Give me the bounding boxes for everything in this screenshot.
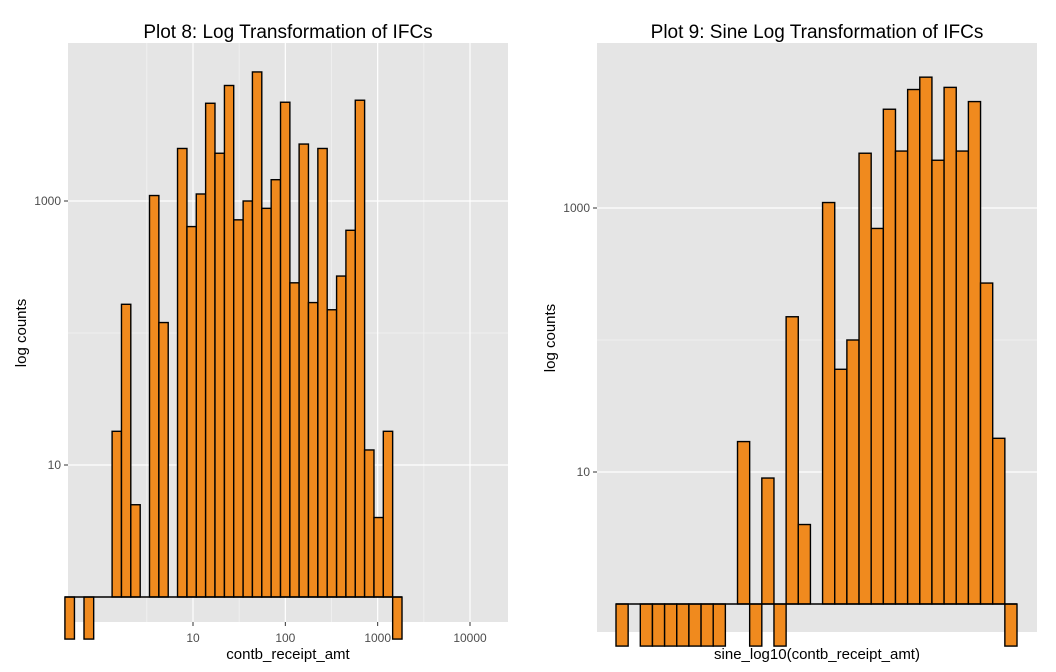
histogram-bar [846,339,860,605]
histogram-bar [882,108,897,605]
y-tick-label: 10 [577,465,591,479]
plot-9-bars [615,76,1018,647]
histogram-bar [991,437,1006,605]
histogram-bar [261,207,272,598]
y-tick-label: 1000 [34,194,61,208]
plot-8-y-ticks: 10 1000 [34,194,68,472]
histogram-bar [676,603,690,647]
plot-8-title: Plot 8: Log Transformation of IFCs [143,22,432,43]
histogram-bar [979,282,994,605]
histogram-bar [785,316,799,605]
histogram-bar [615,603,629,647]
histogram-bar [639,603,654,647]
histogram-bar [158,321,169,598]
histogram-bar [242,200,254,598]
histogram-bar [83,596,95,640]
histogram-bar [797,523,812,605]
histogram-bar [335,275,347,598]
histogram-bar [176,147,188,598]
histogram-bar [651,603,666,647]
plot-9-y-axis-title: log counts [542,304,559,372]
histogram-bar [204,102,216,598]
histogram-bar [919,76,933,605]
histogram-bar [214,152,226,598]
histogram-bar [943,86,957,605]
plot-9-title: Plot 9: Sine Log Transformation of IFCs [651,22,984,43]
histogram-bar [736,440,751,605]
plot-9-y-ticks: 10 1000 [563,201,597,479]
histogram-bar [906,88,921,605]
histogram-bar [821,201,836,605]
x-tick-label: 10000 [453,631,487,645]
histogram-bar [894,150,909,605]
histogram-bar [712,603,727,647]
y-tick-label: 10 [48,458,62,472]
plot-8-bars [64,71,403,640]
histogram-bar [307,301,319,598]
x-tick-label: 1000 [364,631,391,645]
histogram-bar [251,71,263,598]
histogram-bar [345,229,356,598]
histogram-bar [931,159,945,605]
histogram-bar [363,449,375,598]
histogram-bar [858,152,872,605]
histogram-bar [326,309,338,598]
histogram-bar [298,143,310,598]
histogram-bar [270,178,282,598]
histogram-bar [391,596,403,640]
x-tick-label: 100 [275,631,295,645]
histogram-bar [148,194,160,598]
histogram-bar [120,303,132,598]
histogram-bar [834,368,848,605]
histogram-bar [967,100,982,605]
histogram-bar [186,225,197,598]
plot-8-x-ticks: 10 100 1000 10000 [186,622,487,645]
histogram-bar [317,147,328,598]
plot-8: 10 1000 10 100 1000 10000 Plot 8: Log Transf… [13,22,508,663]
histogram-bar [1004,603,1018,647]
histogram-bar [373,516,385,598]
x-tick-label: 10 [186,631,200,645]
histogram-bar [700,603,714,647]
y-tick-label: 1000 [563,201,590,215]
histogram-bar [688,603,702,647]
histogram-bar [233,219,244,598]
histogram-bar [382,430,394,598]
histogram-bar [773,603,787,647]
plot-8-y-axis-title: log counts [13,299,30,367]
plot-9: 10 1000 Plot 9: Sine Log Transformation o… [542,22,1037,663]
histogram-bar [195,193,207,598]
histogram-bar [354,99,366,598]
histogram-bar [748,603,763,647]
histogram-bar [111,430,123,598]
histogram-bar [64,596,76,640]
histogram-bar [223,84,235,598]
plot-8-x-axis-title: contb_receipt_amt [226,646,350,663]
histogram-bar [955,150,970,605]
histogram-bar [761,477,775,605]
histogram-bar [289,282,300,598]
histogram-bar [870,227,885,605]
histogram-bar [279,101,291,598]
plot-9-x-axis-title: sine_log10(contb_receipt_amt) [714,646,920,663]
histogram-bar [130,504,141,598]
histogram-bar [663,603,678,647]
